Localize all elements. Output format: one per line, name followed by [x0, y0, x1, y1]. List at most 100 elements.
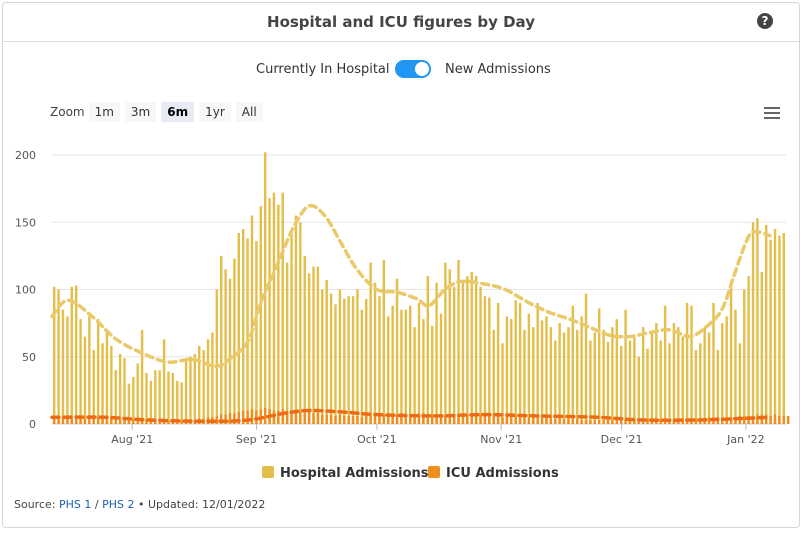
zoom-button-3m[interactable]: 3m [124, 102, 157, 122]
bar-icu [246, 410, 249, 424]
bar-hospital [466, 276, 469, 424]
bar-hospital [439, 313, 443, 424]
source-link-phs2[interactable]: PHS 2 [102, 498, 135, 511]
bar-icu [52, 417, 56, 424]
bar-icu [729, 417, 733, 424]
zoom-button-1m[interactable]: 1m [88, 102, 120, 122]
bar-icu [589, 419, 592, 424]
bar-icu [149, 421, 153, 424]
zoom-button-6m[interactable]: 6m [161, 102, 195, 122]
help-icon[interactable]: ? [757, 13, 773, 29]
toggle-label-new-admissions[interactable]: New Admissions [445, 62, 551, 77]
bar-hospital [404, 309, 408, 424]
bar-icu [351, 415, 355, 424]
chart-card: Hospital and ICU figures by Day ? [2, 2, 800, 528]
bar-icu [488, 415, 491, 424]
bar-hospital [149, 380, 153, 424]
bar-icu [96, 417, 100, 424]
legend-item-hospital-admissions[interactable]: Hospital Admissions [262, 466, 429, 481]
bar-hospital [198, 345, 201, 424]
toggle-label-currently-in-hospital[interactable]: Currently In Hospital [256, 62, 390, 77]
bar-hospital [527, 313, 531, 424]
bar-hospital [532, 327, 535, 424]
bar-icu [637, 419, 640, 424]
bar-icu [220, 414, 223, 424]
bar-hospital [180, 382, 183, 424]
bar-hospital [299, 222, 302, 424]
bar-icu [343, 415, 346, 424]
bar-icu [233, 413, 236, 424]
bar-hospital [628, 340, 632, 424]
y-tick-label-50: 50 [22, 351, 36, 364]
bar-icu [272, 410, 276, 424]
bar-icu [281, 409, 284, 424]
y-tick-label-150: 150 [15, 216, 36, 229]
view-toggle-row: Currently In Hospital New Admissions [0, 60, 806, 82]
bar-hospital [615, 319, 618, 424]
bar-icu [778, 415, 781, 424]
bar-icu [659, 418, 662, 424]
bar-icu [510, 415, 513, 424]
bar-hospital [747, 276, 750, 424]
bar-icu [70, 418, 73, 424]
bar-icu [241, 410, 245, 424]
bar-icu [518, 417, 522, 424]
bar-icu [61, 417, 65, 424]
bar-icu [751, 415, 755, 424]
bar-icu [527, 417, 531, 424]
bar-hospital [338, 289, 342, 424]
bar-hospital [597, 308, 601, 424]
chart-menu-icon[interactable] [764, 107, 780, 121]
bar-icu [417, 413, 421, 424]
bar-hospital [343, 298, 346, 424]
bar-icu [123, 419, 126, 424]
bar-hospital [756, 218, 759, 424]
bar-hospital [215, 289, 219, 424]
bar-hospital [74, 285, 78, 424]
bar-icu [79, 417, 82, 424]
bar-hospital [782, 233, 786, 424]
zoom-button-1yr[interactable]: 1yr [199, 102, 231, 122]
bar-icu [167, 421, 170, 424]
bar-hospital [272, 192, 276, 424]
bar-hospital [285, 262, 289, 424]
bar-icu [615, 419, 618, 424]
bar-icu [576, 418, 579, 424]
bar-hospital [567, 327, 570, 424]
zoom-button-all[interactable]: All [235, 102, 263, 122]
bar-hospital [703, 327, 706, 424]
bar-icu [492, 415, 495, 424]
bar-hospital [96, 319, 100, 424]
bar-icu [523, 417, 526, 424]
source-link-phs1[interactable]: PHS 1 [59, 498, 92, 511]
x-tick-label: Jan '22 [726, 433, 764, 446]
bar-icu [101, 415, 104, 424]
bar-hospital [681, 336, 684, 424]
bar-hospital [387, 316, 390, 424]
bar-hospital [505, 316, 509, 424]
bar-icu [83, 418, 87, 424]
bar-icu [461, 415, 465, 424]
bar-hospital [725, 316, 728, 424]
bar-hospital [611, 327, 614, 424]
bar-hospital [189, 356, 192, 424]
bar-hospital [659, 340, 662, 424]
bar-icu [452, 415, 456, 424]
bar-icu [299, 411, 302, 424]
legend-item-icu-admissions[interactable]: ICU Admissions [428, 466, 559, 481]
bar-hospital [202, 350, 205, 424]
bar-icu [154, 419, 157, 424]
legend-swatch-hospital [262, 466, 274, 478]
bar-icu [237, 411, 241, 424]
view-toggle-switch[interactable] [395, 60, 431, 78]
bar-hospital [277, 204, 280, 424]
bar-hospital [312, 266, 315, 424]
bar-icu [606, 419, 610, 424]
bar-icu [325, 414, 328, 424]
bar-icu [646, 418, 649, 424]
bar-hospital [413, 327, 416, 424]
bar-icu [694, 418, 698, 424]
chart-title: Hospital and ICU figures by Day [267, 13, 535, 31]
bar-icu [707, 417, 711, 424]
bar-hospital [110, 345, 113, 424]
